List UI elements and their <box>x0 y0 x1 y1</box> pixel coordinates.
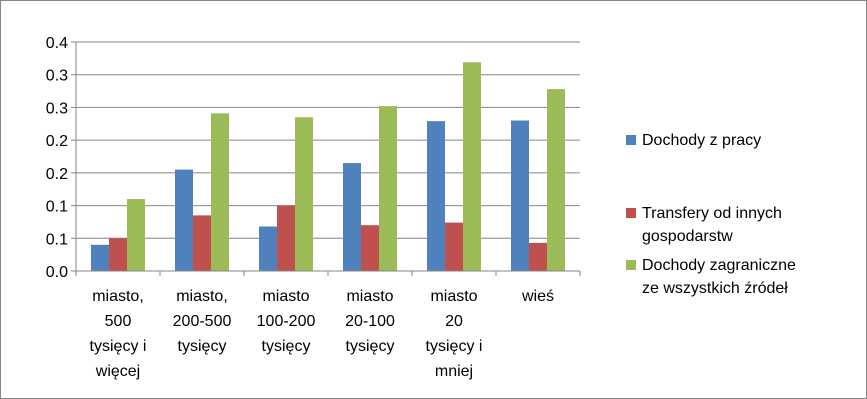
legend-label: gospodarstw <box>642 228 733 245</box>
bars <box>91 62 565 272</box>
category-label: tysięcy <box>262 338 311 355</box>
y-tick-labels: 0.0 0.1 0.1 0.2 0.2 0.3 0.3 0.4 <box>46 35 68 281</box>
bar <box>547 89 565 271</box>
category-label: 100-200 <box>257 313 316 330</box>
category-label: tysięcy i <box>90 338 147 355</box>
legend-swatch <box>626 208 636 218</box>
bar <box>343 163 361 271</box>
category-label: miasto, <box>176 288 228 305</box>
bar <box>277 205 295 271</box>
bar <box>295 117 313 271</box>
category-label: tysięcy <box>178 338 227 355</box>
category-label: 500 <box>105 313 132 330</box>
category-label: wieś <box>521 288 554 305</box>
bar <box>361 225 379 271</box>
legend-label: Transfery od innych <box>642 205 782 222</box>
legend: Dochody z pracy Transfery od innych gospod… <box>626 132 796 297</box>
category-label: 20-100 <box>345 313 395 330</box>
category-label: miasto <box>430 288 477 305</box>
category-label: tysięcy i <box>426 338 483 355</box>
y-tick-label: 0.2 <box>46 166 68 183</box>
legend-label: Dochody z pracy <box>642 132 761 149</box>
category-label: miasto <box>346 288 393 305</box>
bar <box>511 120 529 271</box>
axes <box>71 41 581 276</box>
category-label: miasto, <box>92 288 144 305</box>
bar <box>427 121 445 271</box>
bar <box>127 199 145 271</box>
y-tick-label: 0.4 <box>46 35 68 52</box>
bar <box>379 106 397 272</box>
y-tick-label: 0.3 <box>46 68 68 85</box>
category-label: mniej <box>435 363 473 380</box>
bar <box>175 169 193 271</box>
legend-swatch <box>626 135 636 145</box>
y-tick-label: 0.1 <box>46 199 68 216</box>
category-label: więcej <box>95 363 140 380</box>
bar <box>91 244 109 271</box>
legend-swatch <box>626 260 636 270</box>
category-labels: miasto, 500 tysięcy i więcej miasto, 200-500 t… <box>90 288 554 380</box>
category-label: 200-500 <box>173 313 232 330</box>
bar <box>445 222 463 271</box>
gridlines <box>76 41 580 239</box>
bar <box>529 242 547 271</box>
legend-label: Dochody zagraniczne <box>642 257 796 274</box>
bar <box>109 238 127 271</box>
bar <box>463 62 481 272</box>
category-label: miasto <box>262 288 309 305</box>
category-label: tysięcy <box>346 338 395 355</box>
bar <box>259 226 277 271</box>
y-tick-label: 0.2 <box>46 133 68 150</box>
legend-label: ze wszystkich źródeł <box>642 280 788 297</box>
y-tick-label: 0.1 <box>46 231 68 248</box>
y-tick-label: 0.0 <box>46 264 68 281</box>
y-tick-label: 0.3 <box>46 100 68 117</box>
bar <box>193 215 211 271</box>
category-label: 20 <box>445 313 463 330</box>
bar <box>211 113 229 272</box>
